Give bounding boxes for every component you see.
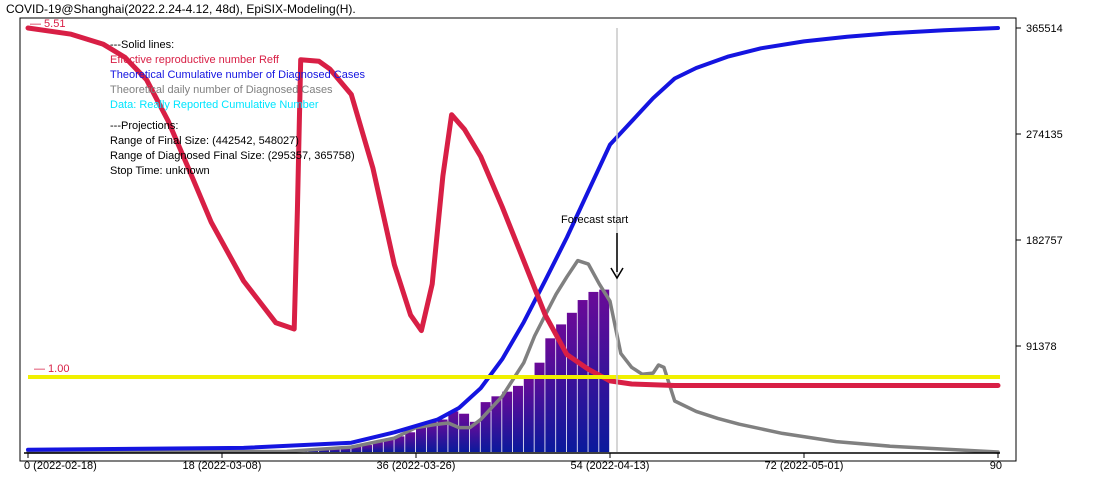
data-bar bbox=[556, 324, 567, 452]
data-bar bbox=[534, 362, 545, 452]
data-bar bbox=[394, 436, 405, 452]
x-tick-label: 54 (2022-04-13) bbox=[571, 460, 650, 472]
cumulative-cases-line bbox=[26, 26, 1000, 452]
data-bar bbox=[566, 312, 577, 452]
reff-line bbox=[25, 25, 1001, 388]
data-bar bbox=[469, 421, 480, 452]
legend-header: ---Solid lines: bbox=[110, 39, 175, 51]
data-bar bbox=[372, 442, 383, 452]
data-bar bbox=[383, 439, 394, 452]
legend-theo-daily: Theoretical daily number of Diagnosed Ca… bbox=[110, 84, 333, 96]
data-bar bbox=[448, 411, 459, 452]
x-tick-label: 36 (2022-03-26) bbox=[377, 460, 456, 472]
data-bar bbox=[459, 413, 470, 452]
data-bar bbox=[545, 338, 556, 452]
legend-data: Data: Really Reported Cumulative Number bbox=[110, 99, 319, 111]
legend-block: ---Solid lines: Effective reproductive n… bbox=[110, 38, 365, 179]
data-bar bbox=[426, 421, 437, 452]
data-bar bbox=[491, 396, 502, 452]
forecast-label: Forecast start bbox=[561, 214, 628, 226]
data-bar bbox=[329, 448, 340, 452]
data-bar bbox=[523, 376, 534, 452]
data-bar bbox=[351, 446, 362, 452]
data-bar bbox=[319, 449, 329, 452]
data-bar bbox=[340, 448, 351, 452]
x-tick-label: 0 (2022-02-18) bbox=[24, 460, 97, 472]
legend-reff: Effective reproductive number Reff bbox=[110, 54, 279, 66]
y-tick-label: 182757 bbox=[1026, 235, 1063, 247]
y-tick-label: 91378 bbox=[1026, 341, 1057, 353]
x-tick-label: 90 bbox=[990, 460, 1002, 472]
y-axis-right: 365514 274135 182757 91378 bbox=[1016, 23, 1063, 353]
data-bar bbox=[437, 419, 448, 452]
chart-title: COVID-19@Shanghai(2022.2.24-4.12, 48d), … bbox=[6, 2, 356, 16]
y-tick-label: 365514 bbox=[1026, 23, 1063, 35]
x-axis: 0 (2022-02-18) 18 (2022-03-08) 36 (2022-03… bbox=[24, 452, 1002, 472]
data-bar bbox=[405, 432, 416, 452]
projection-range-final: Range of Final Size: (442542, 548027) bbox=[110, 135, 299, 147]
daily-cases-line bbox=[26, 258, 1000, 454]
lines-layer bbox=[25, 25, 1001, 454]
data-bar bbox=[362, 445, 373, 452]
reff-one-label: — 1.00 bbox=[34, 363, 69, 375]
x-tick-label: 72 (2022-05-01) bbox=[765, 460, 844, 472]
forecast-arrow-head bbox=[610, 267, 624, 280]
projection-header: ---Projections: bbox=[110, 120, 179, 132]
legend-theo-cum: Theoretical Cumulative number of Diagnos… bbox=[110, 69, 365, 81]
data-bar bbox=[416, 424, 426, 452]
data-bar bbox=[502, 391, 513, 452]
y-tick-label: 274135 bbox=[1026, 129, 1063, 141]
x-tick-label: 18 (2022-03-08) bbox=[183, 460, 262, 472]
data-bar bbox=[513, 385, 523, 452]
data-bar bbox=[480, 402, 491, 452]
reff-max-label: — 5.51 bbox=[30, 18, 65, 30]
data-bar bbox=[599, 289, 610, 452]
projection-stop: Stop Time: unknown bbox=[110, 165, 210, 177]
projection-range-diag: Range of Diagnosed Final Size: (295357, … bbox=[110, 150, 355, 162]
